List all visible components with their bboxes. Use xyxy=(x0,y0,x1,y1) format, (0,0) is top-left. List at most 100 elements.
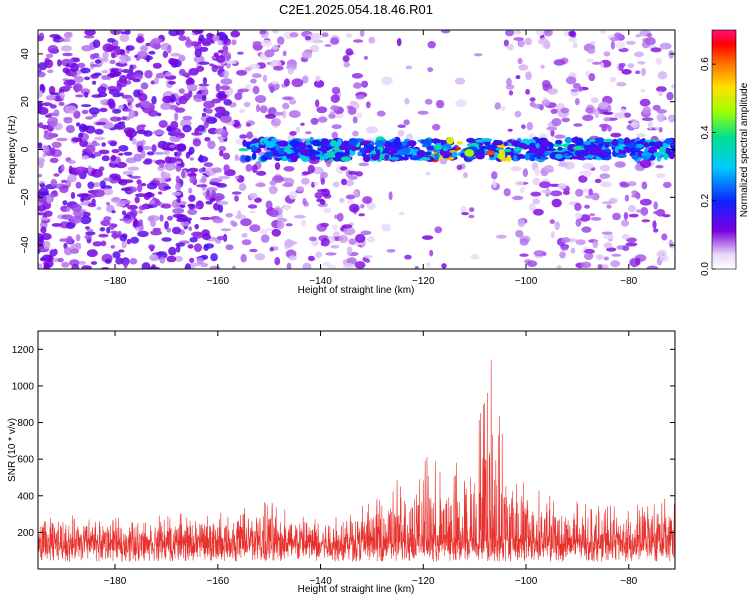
spectrogram-cell xyxy=(81,45,93,52)
spectrogram-cell xyxy=(112,251,121,259)
spectrogram-cell xyxy=(249,210,256,214)
spectrogram-cell xyxy=(575,188,584,197)
spectrogram-cell xyxy=(550,231,556,239)
spectrogram-cell xyxy=(255,182,266,188)
spectrogram-signal-cell xyxy=(536,154,541,160)
spectrogram-cell xyxy=(302,262,312,269)
spectrogram-signal-cell xyxy=(564,136,573,144)
spectrogram-cell xyxy=(573,123,583,127)
spectrogram-cell xyxy=(182,124,192,133)
spectrogram-cell xyxy=(71,263,80,269)
spectrogram-signal-cell xyxy=(630,146,636,155)
spectrogram-cell xyxy=(144,158,153,163)
spectrogram-signal-cell xyxy=(351,145,356,152)
spectrogram-cell xyxy=(249,248,258,253)
spectrogram-signal-cell xyxy=(238,148,249,152)
spectrogram-cell xyxy=(353,190,360,197)
spectrogram-cell xyxy=(540,64,545,69)
spectrogram-cell xyxy=(111,149,120,154)
spectrogram-signal-cell xyxy=(402,147,411,155)
spectrogram-cell xyxy=(56,137,68,142)
spectrogram-cell xyxy=(582,162,594,170)
spectrogram-signal-cell xyxy=(516,154,525,159)
spectrogram-cell xyxy=(352,130,359,137)
spectrogram-cell xyxy=(161,237,172,242)
spectrogram-cell xyxy=(348,238,357,245)
spectrogram-signal-cell xyxy=(555,153,563,160)
spectrogram-cell xyxy=(645,199,651,204)
spectrogram-cell xyxy=(463,172,468,179)
spectrogram-cell xyxy=(518,39,525,48)
spectrogram-cell xyxy=(268,185,278,195)
spectrogram-cell xyxy=(198,83,210,87)
spectrogram-cell xyxy=(506,77,512,87)
spectrogram-cell xyxy=(70,215,82,224)
spectrogram-cell xyxy=(145,54,151,63)
spectrogram-cell xyxy=(75,122,81,127)
spectrogram-cell xyxy=(346,246,353,255)
spectrogram-cell xyxy=(314,192,323,199)
spectrogram-signal-cell xyxy=(306,144,312,149)
spectrogram-cell xyxy=(45,94,57,101)
spectrogram-cell xyxy=(426,261,431,268)
spectrogram-cell xyxy=(259,105,268,114)
spectrogram-cell xyxy=(536,30,544,36)
spectrogram-cell xyxy=(264,113,277,119)
spectrogram-cell xyxy=(320,171,328,179)
spectrogram-cell xyxy=(231,191,242,195)
spectrogram-cell xyxy=(83,35,95,39)
snr-x-label: Height of straight line (km) xyxy=(298,584,415,595)
spectrogram-cell xyxy=(421,235,434,240)
spectrogram-cell xyxy=(118,249,125,253)
spectrogram-cell xyxy=(178,54,186,62)
spectrogram-cell xyxy=(168,30,180,37)
spectrogram-cell xyxy=(62,200,68,206)
spectrogram-cell xyxy=(170,120,179,130)
snr-frame xyxy=(37,330,676,570)
spectrogram-cell xyxy=(250,78,257,84)
spectrogram-signal-cell xyxy=(464,149,475,157)
spectrogram-signal-cell xyxy=(340,156,351,162)
spectrogram-cell xyxy=(49,104,57,109)
spectrogram-cell xyxy=(288,110,301,118)
spectrogram-cell xyxy=(159,256,166,264)
spectrogram-cell xyxy=(246,131,253,139)
spectrogram-cell xyxy=(154,198,160,204)
spectrogram-cell xyxy=(68,165,73,175)
spectrogram-cell xyxy=(223,99,232,106)
spectrogram-cell xyxy=(225,60,238,65)
spectrogram-cell xyxy=(331,224,338,231)
spectrogram-cell xyxy=(137,183,143,193)
spectrogram-cell xyxy=(98,233,109,238)
spectrogram-cell xyxy=(346,32,352,39)
spectrogram-signal-cell xyxy=(583,155,590,159)
spectrogram-cell xyxy=(574,98,580,106)
spectrogram-signal-cell xyxy=(596,137,605,144)
y-tick-label: −40 xyxy=(20,236,31,253)
x-tick-label: −160 xyxy=(207,276,230,287)
spectrogram-cell xyxy=(636,209,642,213)
spectrogram-cell xyxy=(39,257,46,262)
spectrogram-cell xyxy=(503,188,511,197)
spectrogram-signal-cell xyxy=(575,137,584,146)
spectrogram-signal-cell xyxy=(601,149,607,155)
spectrogram-cell xyxy=(286,240,298,246)
spectrogram-cell xyxy=(212,34,220,42)
spectrogram-cell xyxy=(234,176,240,180)
spectrogram-cell xyxy=(350,101,358,106)
spectrogram-cell xyxy=(84,30,96,36)
spectrogram-cell xyxy=(64,247,73,256)
spectrogram-cell xyxy=(38,32,45,41)
spectrogram-signal-cell xyxy=(479,146,489,150)
spectrogram-cell xyxy=(225,244,234,251)
spectrogram-cell xyxy=(122,170,134,175)
spectrogram-signal-cell xyxy=(544,148,556,152)
spectrogram-signal-cell xyxy=(305,139,311,143)
spectrogram-cell xyxy=(177,149,182,157)
spectrogram-cell xyxy=(316,106,328,114)
spectrogram-cell xyxy=(234,92,243,101)
y-tick-label: −20 xyxy=(20,188,31,205)
spectrogram-cell xyxy=(296,186,305,193)
spectrogram-cell xyxy=(541,99,551,107)
